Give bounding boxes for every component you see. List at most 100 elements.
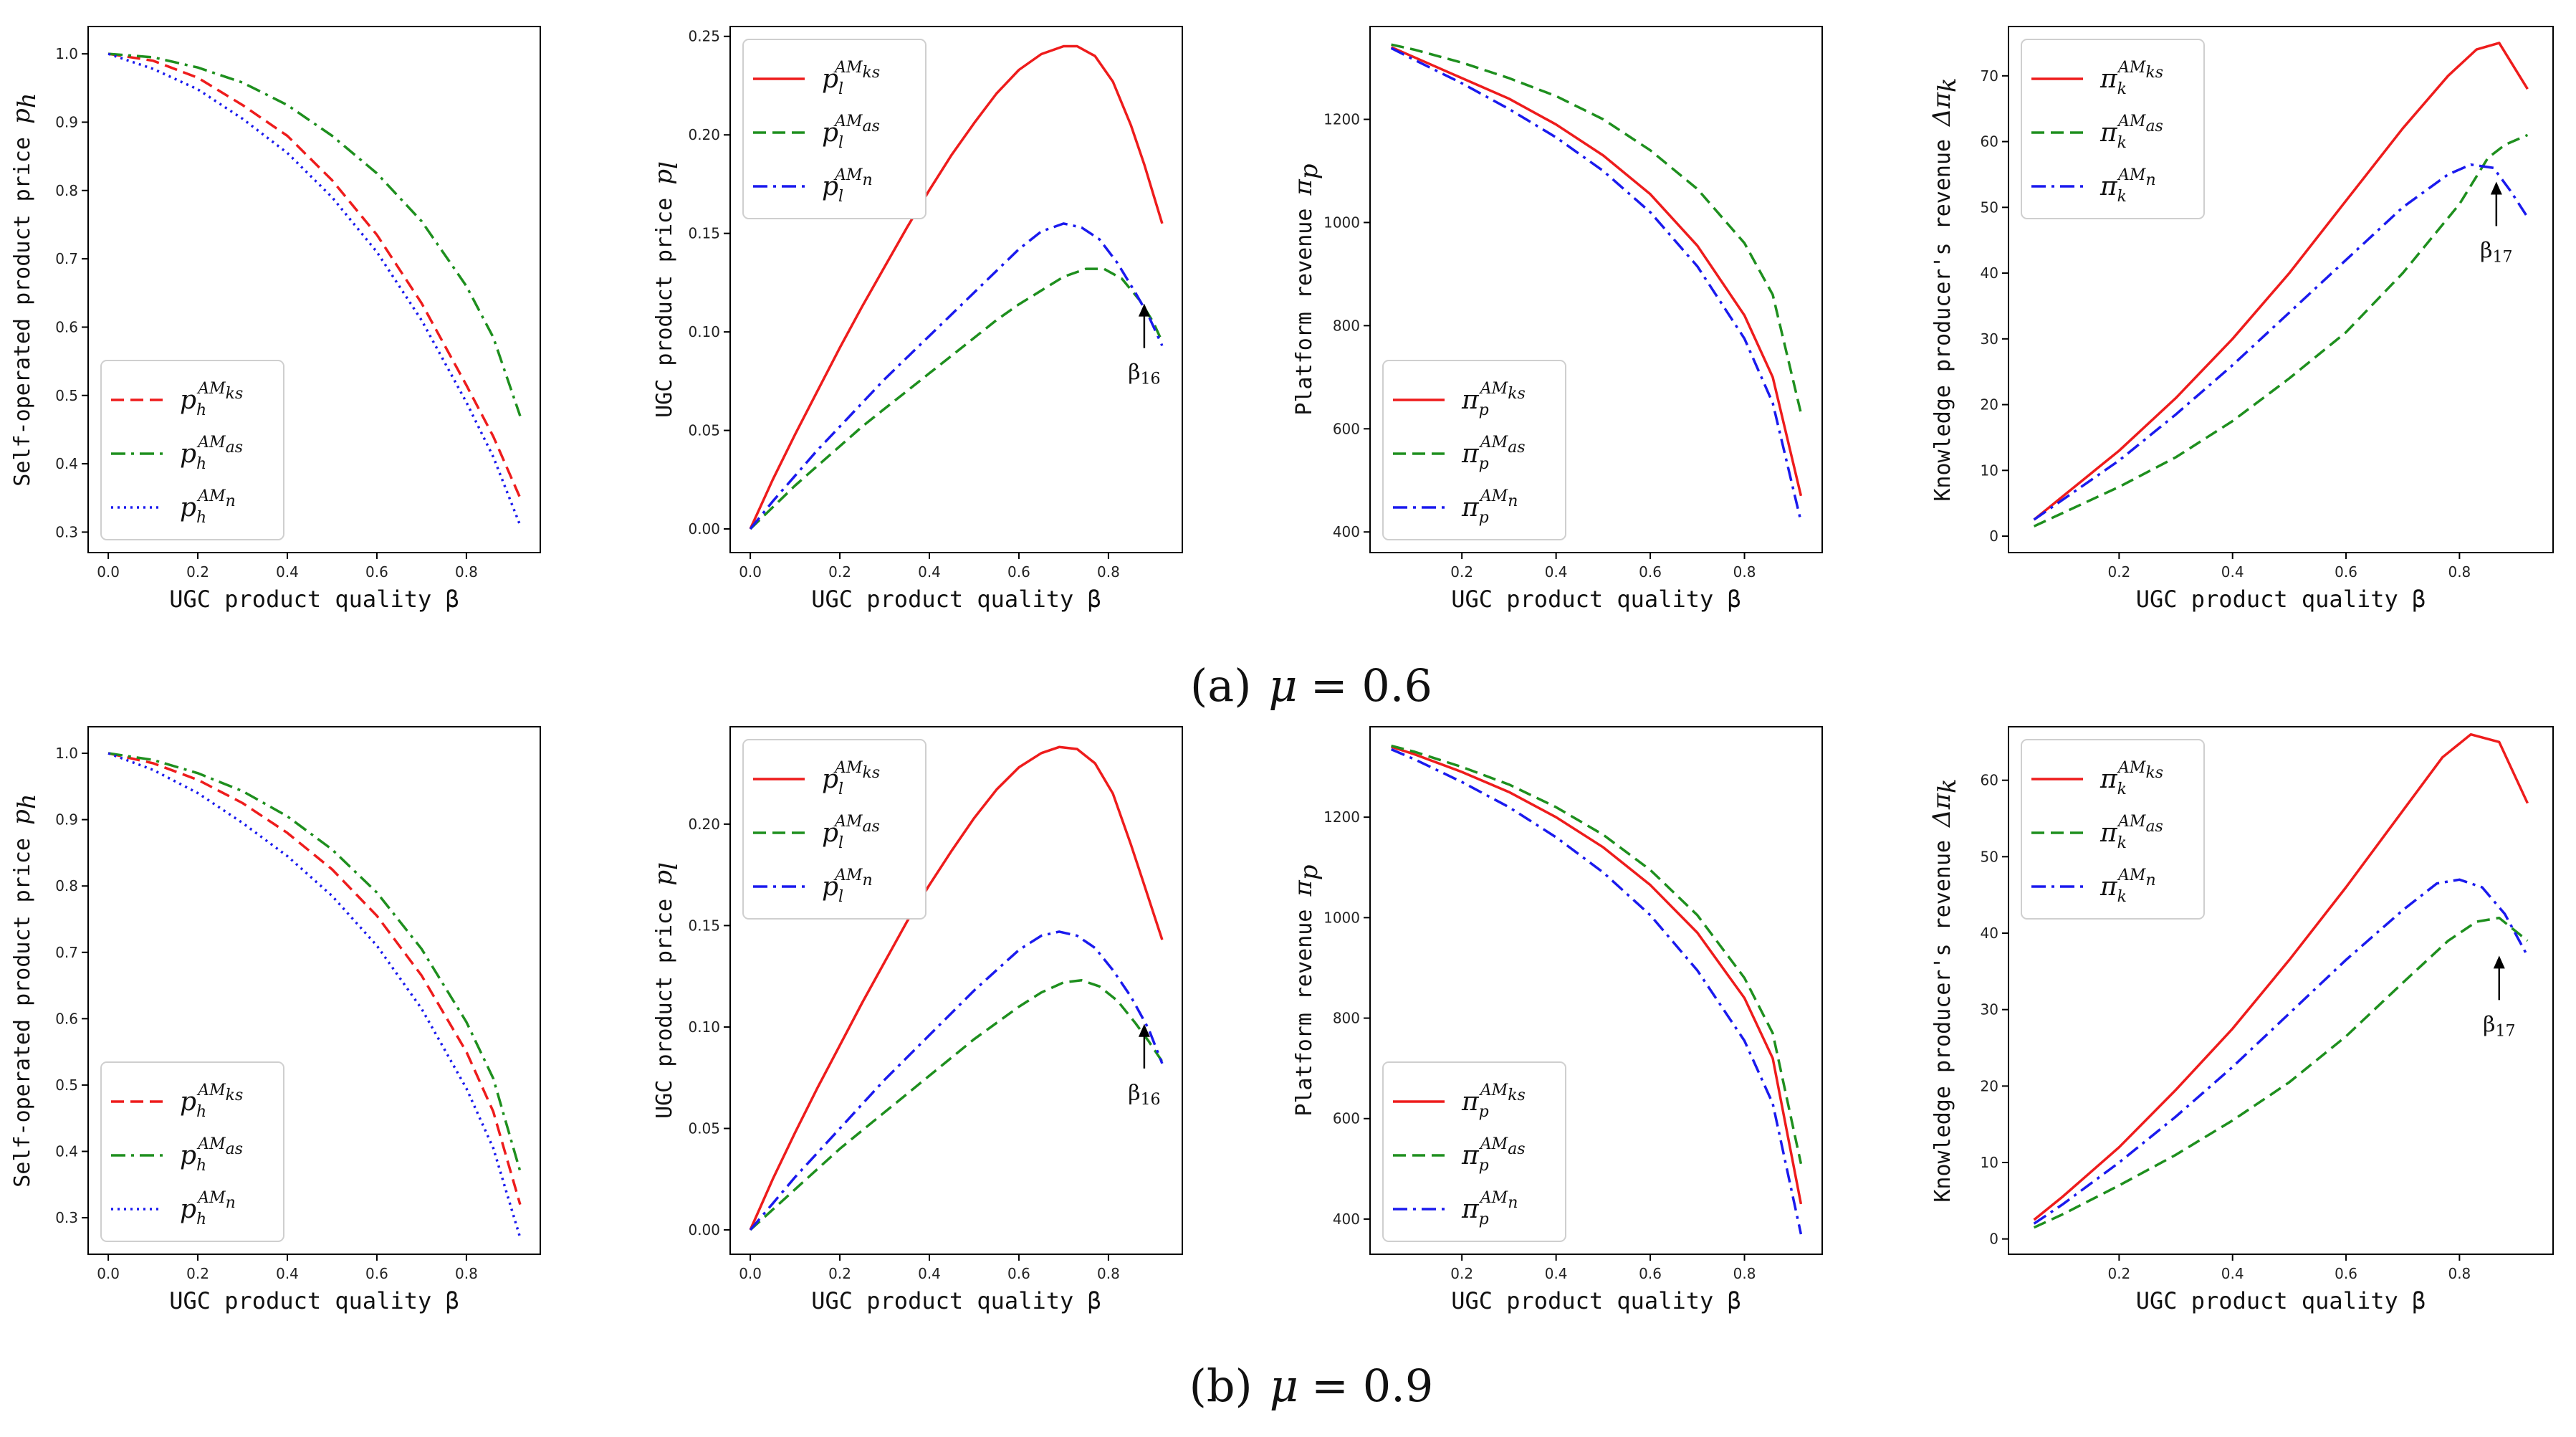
y-tick-label: 0.3 bbox=[55, 1209, 78, 1226]
x-tick-label: 0.8 bbox=[455, 1265, 478, 1282]
annotation-β17: β17 bbox=[2483, 955, 2515, 1040]
series-line-as bbox=[107, 752, 522, 1172]
x-tick-label: 0.2 bbox=[1450, 563, 1473, 581]
x-tick-label: 0.2 bbox=[828, 1265, 851, 1282]
y-tick-label: 0 bbox=[1989, 1231, 1998, 1248]
x-tick-label: 0.6 bbox=[1639, 1265, 1662, 1282]
x-tick-label: 0.4 bbox=[1545, 563, 1568, 581]
series-line-as bbox=[749, 979, 1164, 1231]
legend: πkAMks πkAMas πkAMn bbox=[2021, 39, 2205, 219]
series-line-ks bbox=[1390, 46, 1803, 497]
legend-entry: πkAMks bbox=[2099, 59, 2163, 98]
legend-entry: πkAMks bbox=[2099, 759, 2163, 798]
x-tick-label: 0.6 bbox=[1007, 1265, 1030, 1282]
legend-box bbox=[2021, 739, 2205, 920]
x-tick-label: 0.4 bbox=[1545, 1265, 1568, 1282]
legend-entry: πkAMn bbox=[2099, 867, 2156, 906]
series-line-n bbox=[107, 52, 522, 526]
y-tick-label: 0.5 bbox=[55, 387, 78, 404]
chart-a2: 0.0 0.2 0.4 0.6 0.8 0.00 0.05 0.10 0.15 0.20 0.25 U… bbox=[649, 26, 1183, 613]
plot-frame bbox=[1369, 26, 1823, 553]
annotation-label: β16 bbox=[1128, 1081, 1160, 1109]
y-tick-label: 60 bbox=[1981, 772, 1998, 789]
x-tick-label: 0.8 bbox=[1733, 563, 1756, 581]
x-tick-label: 0.8 bbox=[455, 563, 478, 581]
annotation-β16: β16 bbox=[1128, 303, 1161, 388]
x-tick-label: 0.4 bbox=[2221, 1265, 2244, 1282]
x-tick-label: 0.6 bbox=[1007, 563, 1030, 581]
x-tick-label: 0.2 bbox=[186, 1265, 209, 1282]
series-line-ks bbox=[749, 745, 1164, 1231]
y-tick-label: 1000 bbox=[1323, 214, 1360, 231]
y-tick-label: 0.10 bbox=[688, 1018, 720, 1036]
x-tick-label: 0.6 bbox=[2335, 563, 2357, 581]
y-tick-label: 0.9 bbox=[55, 113, 78, 130]
y-axis-label: UGC product price pl bbox=[649, 161, 684, 418]
series-line-n bbox=[749, 222, 1164, 530]
y-tick-label: 0.8 bbox=[55, 877, 78, 894]
x-tick-label: 0.2 bbox=[828, 563, 851, 581]
legend-entry: plAMas bbox=[822, 813, 880, 852]
x-tick-label: 0.0 bbox=[739, 1265, 762, 1282]
y-tick-label: 0.25 bbox=[688, 28, 720, 45]
legend-entry: πkAMas bbox=[2099, 113, 2163, 152]
y-tick-label: 0.00 bbox=[688, 1221, 720, 1238]
legend-entry: phAMas bbox=[180, 1135, 243, 1175]
legend: plAMks plAMas plAMn bbox=[742, 739, 927, 920]
series-line-as bbox=[749, 267, 1164, 530]
x-tick-label: 0.8 bbox=[1097, 563, 1120, 581]
y-tick-label: 600 bbox=[1333, 1110, 1360, 1127]
plot-frame bbox=[729, 726, 1183, 1255]
legend-entry: plAMks bbox=[822, 759, 880, 798]
series-line-ks bbox=[107, 52, 522, 499]
series-line-ks bbox=[2033, 42, 2529, 521]
x-tick-label: 0.4 bbox=[2221, 563, 2244, 581]
chart-b2: 0.0 0.2 0.4 0.6 0.8 0.00 0.05 0.10 0.15 0.20 UGC p… bbox=[649, 726, 1183, 1314]
y-tick-label: 60 bbox=[1981, 133, 1998, 151]
y-tick-label: 0.9 bbox=[55, 811, 78, 829]
y-axis-label: Knowledge producer's revenue Δπk bbox=[1928, 778, 1962, 1202]
y-tick-label: 40 bbox=[1981, 264, 1998, 282]
series-line-as bbox=[107, 52, 522, 416]
y-tick-label: 0 bbox=[1989, 527, 1998, 545]
x-tick-label: 0.2 bbox=[1450, 1265, 1473, 1282]
legend-entry: plAMn bbox=[822, 166, 873, 206]
y-axis-label: Platform revenue πp bbox=[1289, 163, 1323, 415]
series-line-as bbox=[1391, 744, 1803, 1165]
y-tick-label: 0.20 bbox=[688, 816, 720, 833]
series-line-ks bbox=[107, 752, 522, 1206]
legend-entry: πkAMas bbox=[2099, 813, 2163, 852]
y-tick-label: 0.4 bbox=[55, 455, 78, 472]
y-tick-label: 30 bbox=[1981, 1001, 1998, 1018]
x-tick-label: 0.8 bbox=[2448, 563, 2471, 581]
y-tick-label: 0.7 bbox=[55, 250, 78, 267]
y-tick-label: 0.8 bbox=[55, 182, 78, 199]
series-line-n bbox=[749, 930, 1164, 1231]
x-tick-label: 0.6 bbox=[1639, 563, 1662, 581]
x-axis-label: UGC product quality β bbox=[811, 1287, 1101, 1314]
x-axis-label: UGC product quality β bbox=[2136, 586, 2426, 613]
y-tick-label: 0.20 bbox=[688, 126, 720, 143]
series-line-n bbox=[1390, 748, 1803, 1235]
chart-b3: 0.2 0.4 0.6 0.8 400 600 800 1000 1200 UGC product… bbox=[1289, 726, 1823, 1314]
y-tick-label: 800 bbox=[1333, 1010, 1360, 1027]
chart-a3: 0.2 0.4 0.6 0.8 400 600 800 1000 1200 UGC product… bbox=[1289, 26, 1823, 613]
y-axis-label: Self-operated product price ph bbox=[7, 92, 42, 486]
y-tick-label: 0.6 bbox=[55, 318, 78, 335]
x-tick-label: 0.4 bbox=[918, 1265, 941, 1282]
legend-box bbox=[100, 360, 284, 540]
legend-entry: πpAMks bbox=[1461, 380, 1526, 419]
annotation-arrow-head bbox=[1138, 1023, 1150, 1037]
annotation-β17: β17 bbox=[2480, 181, 2513, 266]
legend-entry: πpAMas bbox=[1461, 434, 1526, 473]
y-axis-label: Knowledge producer's revenue Δπk bbox=[1928, 77, 1962, 501]
annotation-arrow-head bbox=[1138, 303, 1150, 317]
x-tick-label: 0.4 bbox=[276, 1265, 299, 1282]
y-tick-label: 0.00 bbox=[688, 520, 720, 538]
y-tick-label: 0.3 bbox=[55, 523, 78, 540]
y-tick-label: 600 bbox=[1333, 420, 1360, 437]
series-line-n bbox=[2033, 163, 2529, 521]
chart-b4: 0.2 0.4 0.6 0.8 0 10 20 30 40 50 60 UGC product qua… bbox=[1928, 726, 2554, 1314]
y-tick-label: 10 bbox=[1981, 1154, 1998, 1171]
y-axis-label: Self-operated product price ph bbox=[7, 793, 42, 1187]
